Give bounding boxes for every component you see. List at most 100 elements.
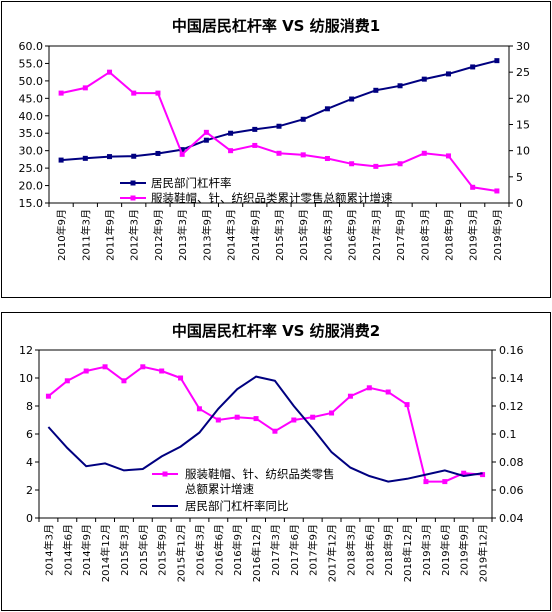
data-point <box>203 129 209 135</box>
data-point <box>82 155 88 161</box>
data-point <box>203 137 209 143</box>
data-point <box>140 364 146 370</box>
y-left-tick-label: 25.0 <box>19 162 44 175</box>
x-tick-label: 2019年3月 <box>467 209 480 261</box>
data-point <box>329 410 335 416</box>
legend-label-line: 服装鞋帽、针、纺织品类零售 <box>185 467 335 481</box>
x-tick-label: 2016年9月 <box>346 209 359 261</box>
data-point <box>234 414 240 420</box>
y-left-tick-label: 2 <box>26 484 33 497</box>
x-tick-label: 2016年12月 <box>250 524 263 582</box>
data-point <box>131 153 137 159</box>
data-point <box>349 96 355 102</box>
data-point <box>276 150 282 156</box>
y-right-tick-label: 0 <box>516 197 523 210</box>
x-tick-label: 2011年3月 <box>79 209 92 261</box>
data-point <box>442 479 448 485</box>
data-point <box>196 406 202 412</box>
x-tick-label: 2017年12月 <box>326 524 339 582</box>
x-tick-label: 2010年9月 <box>55 209 68 261</box>
y-left-tick-label: 60.0 <box>19 40 44 53</box>
chart-title: 中国居民杠杆率 VS 纺服消费1 <box>172 17 380 35</box>
x-tick-label: 2017年9月 <box>307 524 320 576</box>
y-right-tick-label: 0.14 <box>499 372 524 385</box>
x-tick-label: 2019年3月 <box>420 524 433 576</box>
data-point <box>155 90 161 96</box>
x-tick-label: 2015年3月 <box>118 524 131 576</box>
x-tick-label: 2014年3月 <box>225 209 238 261</box>
y-left-tick-label: 50.0 <box>19 75 44 88</box>
data-point <box>366 385 372 391</box>
data-point <box>445 153 451 159</box>
y-left-tick-label: 12 <box>19 344 33 357</box>
series-line <box>60 70 498 192</box>
y-left-tick-label: 40.0 <box>19 110 44 123</box>
y-right-tick-label: 25 <box>516 66 530 79</box>
y-left-tick-label: 10 <box>19 372 33 385</box>
legend-label-line: 居民部门杠杆率 <box>151 176 232 190</box>
x-tick-label: 2019年6月 <box>439 524 452 576</box>
data-point <box>421 76 427 82</box>
x-tick-label: 2019年9月 <box>458 524 471 576</box>
legend-label-line: 居民部门杠杆率同比 <box>185 499 289 513</box>
data-point <box>421 150 427 156</box>
x-tick-label: 2017年6月 <box>288 524 301 576</box>
y-left-tick-label: 8 <box>26 400 33 413</box>
data-point <box>397 83 403 89</box>
data-point <box>179 147 185 153</box>
legend-label: 居民部门杠杆率同比 <box>185 499 289 513</box>
chart-panel-1: 中国居民杠杆率 VS 纺服消费1 15.0 20.0 25.0 30.0 35.0 40.… <box>1 1 551 298</box>
legend-label-line: 服装鞋帽、针、纺织品类累计零售总额累计增速 <box>151 191 393 205</box>
chart-panel-2: 中国居民杠杆率 VS 纺服消费2 0 2 4 6 8 10 12 0.04 0.06 0.08 0.… <box>1 312 551 611</box>
y-right-tick-label: 0.04 <box>499 512 524 525</box>
x-tick-label: 2011年9月 <box>104 209 117 261</box>
data-point <box>494 188 500 194</box>
data-point <box>404 402 410 408</box>
x-tick-label: 2016年6月 <box>212 524 225 576</box>
y-left-tick-label: 55.0 <box>19 57 44 70</box>
x-tick-label: 2018年12月 <box>401 524 414 582</box>
data-point <box>494 58 500 64</box>
x-tick-label: 2015年9月 <box>297 209 310 261</box>
y-right-tick-label: 10 <box>516 145 530 158</box>
data-point <box>480 472 486 478</box>
chart-title: 中国居民杠杆率 VS 纺服消费2 <box>172 322 380 340</box>
y-right-tick-label: 15 <box>516 119 530 132</box>
data-point <box>83 368 89 374</box>
x-tick-label: 2014年9月 <box>249 209 262 261</box>
x-tick-label: 2014年9月 <box>80 524 93 576</box>
data-point <box>82 85 88 91</box>
legend-label-line: 总额累计增速 <box>185 482 254 496</box>
x-tick-label: 2016年3月 <box>321 209 334 261</box>
x-tick-label: 2018年9月 <box>382 524 395 576</box>
x-tick-label: 2016年9月 <box>231 524 244 576</box>
x-tick-label: 2018年3月 <box>344 524 357 576</box>
chart-1: 中国居民杠杆率 VS 纺服消费1 15.0 20.0 25.0 30.0 35.0 40.… <box>19 17 531 261</box>
x-tick-label: 2017年3月 <box>269 524 282 576</box>
x-tick-label: 2016年3月 <box>193 524 206 576</box>
legend-label: 居民部门杠杆率 <box>151 176 232 190</box>
x-tick-label: 2012年3月 <box>128 209 141 261</box>
x-tick-label: 2015年9月 <box>156 524 169 576</box>
data-point <box>272 428 278 434</box>
data-point <box>215 417 221 423</box>
legend-marker <box>130 195 136 201</box>
data-point <box>58 90 64 96</box>
y-left-tick-label: 0 <box>26 512 33 525</box>
data-point <box>64 378 70 384</box>
y-right-tick-label: 0.16 <box>499 344 524 357</box>
x-tick-label: 2018年3月 <box>418 209 431 261</box>
x-tick-label: 2013年3月 <box>176 209 189 261</box>
data-point <box>300 152 306 158</box>
x-tick-label: 2017年3月 <box>370 209 383 261</box>
x-tick-label: 2012年9月 <box>152 209 165 261</box>
data-point <box>102 364 108 370</box>
data-point <box>385 389 391 395</box>
data-point <box>252 126 258 132</box>
series-line <box>47 365 483 483</box>
data-point <box>373 87 379 93</box>
data-point <box>155 150 161 156</box>
legend-marker <box>130 180 136 186</box>
y-left-tick-label: 4 <box>26 456 33 469</box>
x-tick-label: 2014年6月 <box>61 524 74 576</box>
